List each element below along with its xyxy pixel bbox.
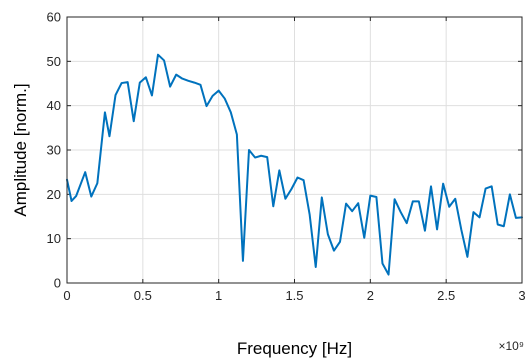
x-tick-label: 2.5 — [437, 288, 455, 303]
plot-area-border — [66, 16, 523, 284]
x-tick-label: 1.5 — [285, 288, 303, 303]
x-tick-label: 0 — [63, 288, 70, 303]
x-tick-label: 3 — [518, 288, 525, 303]
y-tick-label: 20 — [47, 187, 61, 202]
y-tick-label: 50 — [47, 54, 61, 69]
y-tick-label: 30 — [47, 143, 61, 158]
y-tick-label: 0 — [54, 276, 61, 291]
grid — [67, 17, 522, 283]
x-axis-exponent: ×10⁹ — [499, 339, 525, 353]
y-tick-label: 10 — [47, 231, 61, 246]
x-tick-label: 0.5 — [134, 288, 152, 303]
y-tick-label: 40 — [47, 98, 61, 113]
y-axis-label: Amplitude [norm.] — [11, 83, 30, 216]
x-axis-label: Frequency [Hz] — [237, 339, 352, 358]
x-tick-label: 2 — [367, 288, 374, 303]
series-layer — [66, 53, 523, 276]
series-line — [66, 53, 523, 276]
y-tick-label: 60 — [47, 10, 61, 25]
x-tick-label: 1 — [215, 288, 222, 303]
